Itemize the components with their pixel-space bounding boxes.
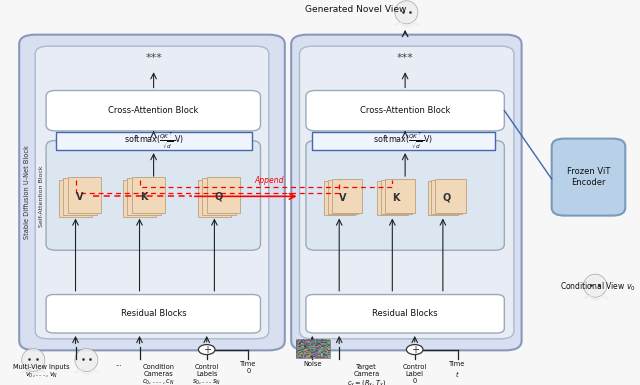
Bar (435, 179, 466, 213)
Text: Cross-Attention Block: Cross-Attention Block (360, 106, 451, 115)
Text: Time
$t$: Time $t$ (449, 361, 466, 379)
Bar (312, 132, 495, 150)
Bar (123, 180, 156, 216)
Text: Time
0: Time 0 (240, 361, 257, 374)
FancyBboxPatch shape (306, 141, 504, 250)
Text: V: V (76, 192, 84, 202)
Circle shape (198, 345, 215, 355)
Text: Append: Append (254, 176, 284, 186)
FancyBboxPatch shape (35, 46, 269, 339)
Bar (68, 177, 101, 213)
Bar (332, 179, 362, 213)
Bar (296, 340, 330, 358)
FancyBboxPatch shape (300, 46, 514, 339)
FancyBboxPatch shape (552, 139, 625, 216)
Text: softmax($\frac{QK^{\top}}{\sqrt{d}}$V): softmax($\frac{QK^{\top}}{\sqrt{d}}$V) (124, 131, 184, 151)
Text: ***: *** (397, 53, 413, 63)
FancyBboxPatch shape (306, 295, 504, 333)
Text: Frozen ViT
Encoder: Frozen ViT Encoder (567, 167, 610, 187)
Text: Noise: Noise (303, 361, 321, 367)
Text: Q: Q (215, 192, 223, 202)
Text: Conditional View $v_0$: Conditional View $v_0$ (561, 281, 636, 293)
Bar (207, 177, 240, 213)
Bar (377, 181, 408, 215)
Bar (428, 181, 458, 215)
Text: Control
Labels
$s_0,...s_N$: Control Labels $s_0,...s_N$ (192, 364, 221, 385)
FancyBboxPatch shape (19, 35, 285, 350)
Text: K: K (392, 193, 400, 203)
Bar (381, 180, 412, 214)
Text: softmax($\frac{QK^{\top}}{\sqrt{d}}$V): softmax($\frac{QK^{\top}}{\sqrt{d}}$V) (373, 131, 433, 151)
Bar (198, 180, 231, 216)
Text: ...: ... (115, 361, 122, 367)
Bar (324, 181, 355, 215)
Bar (431, 180, 462, 214)
Bar (132, 177, 165, 213)
Text: Self-Attention Block: Self-Attention Block (39, 166, 44, 227)
FancyBboxPatch shape (46, 90, 260, 131)
Bar (59, 180, 92, 216)
Ellipse shape (75, 348, 98, 372)
Text: K: K (140, 192, 148, 202)
Text: Control
Label
0: Control Label 0 (403, 364, 427, 384)
Circle shape (406, 345, 423, 355)
Ellipse shape (584, 274, 607, 297)
FancyBboxPatch shape (306, 90, 504, 131)
FancyBboxPatch shape (46, 295, 260, 333)
Ellipse shape (395, 1, 418, 24)
FancyBboxPatch shape (46, 141, 260, 250)
Text: +: + (411, 345, 419, 355)
Text: Stable Diffusion U-Net Block: Stable Diffusion U-Net Block (24, 146, 30, 239)
Text: Condition
Cameras
$c_0,...,c_N$: Condition Cameras $c_0,...,c_N$ (142, 364, 175, 385)
Bar (63, 179, 97, 215)
Bar (385, 179, 415, 213)
Ellipse shape (22, 348, 45, 372)
Bar (127, 179, 161, 215)
Text: Residual Blocks: Residual Blocks (372, 309, 438, 318)
Bar (202, 179, 236, 215)
Text: ***: *** (145, 53, 162, 63)
Bar (328, 180, 358, 214)
FancyBboxPatch shape (291, 35, 522, 350)
Text: Q: Q (443, 193, 451, 203)
Bar (56, 132, 252, 150)
Text: Residual Blocks: Residual Blocks (121, 309, 186, 318)
Text: Cross-Attention Block: Cross-Attention Block (108, 106, 199, 115)
Text: Generated Novel View: Generated Novel View (305, 5, 406, 14)
Text: Target
Camera
$c_x=(R_x,T_x)$: Target Camera $c_x=(R_x,T_x)$ (347, 364, 387, 385)
Text: Multi-View Inputs
$v_0,...,v_N$: Multi-View Inputs $v_0,...,v_N$ (13, 364, 70, 380)
Text: +: + (203, 345, 211, 355)
Text: V: V (339, 193, 347, 203)
